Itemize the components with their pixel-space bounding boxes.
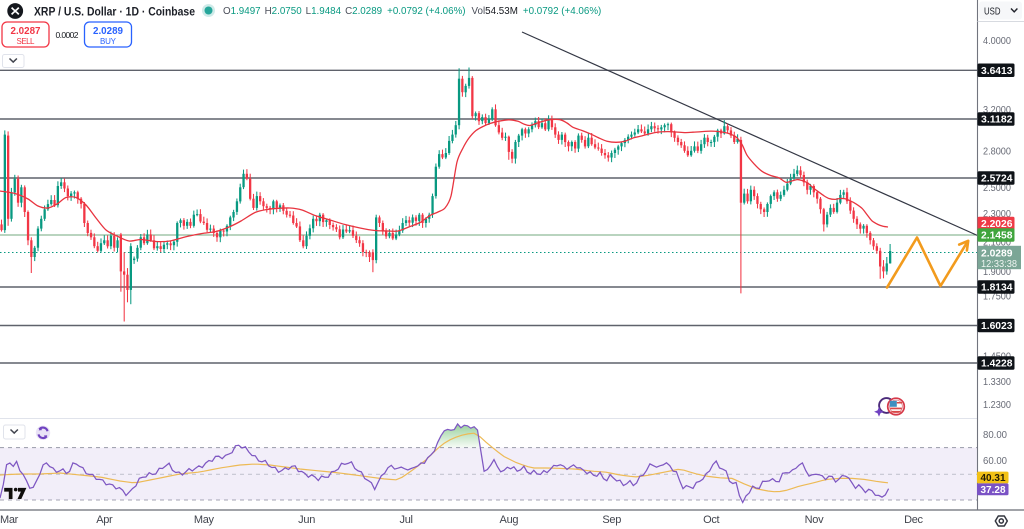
svg-text:40.31: 40.31 — [981, 472, 1006, 484]
svg-text:2.0289: 2.0289 — [981, 247, 1013, 259]
svg-text:2.5000: 2.5000 — [983, 182, 1011, 194]
svg-text:60.00: 60.00 — [983, 455, 1007, 467]
svg-text:1.4228: 1.4228 — [981, 358, 1013, 370]
svg-text:Aug: Aug — [500, 514, 519, 526]
svg-text:0.0002: 0.0002 — [56, 30, 79, 40]
svg-text:1.6023: 1.6023 — [981, 320, 1013, 332]
svg-text:Jun: Jun — [298, 514, 315, 526]
svg-text:4.0000: 4.0000 — [983, 35, 1011, 47]
svg-text:2.5724: 2.5724 — [981, 173, 1013, 185]
svg-text:1.2300: 1.2300 — [983, 399, 1011, 411]
svg-text:2.2026: 2.2026 — [981, 218, 1013, 230]
svg-text:1.3300: 1.3300 — [983, 376, 1011, 388]
svg-text:May: May — [194, 514, 215, 526]
svg-text:3.1182: 3.1182 — [981, 114, 1013, 126]
svg-text:2.0289: 2.0289 — [93, 25, 123, 37]
svg-text:Sep: Sep — [602, 514, 621, 526]
svg-text:2.8000: 2.8000 — [983, 146, 1011, 158]
svg-text:2.0287: 2.0287 — [11, 25, 41, 37]
svg-text:12:33:38: 12:33:38 — [981, 259, 1017, 270]
svg-text:3.6413: 3.6413 — [981, 65, 1013, 77]
svg-text:Oct: Oct — [703, 514, 719, 526]
svg-text:Jul: Jul — [400, 514, 413, 526]
svg-text:SELL: SELL — [17, 37, 36, 46]
svg-text:USD: USD — [984, 6, 1001, 17]
svg-text:80.00: 80.00 — [983, 429, 1007, 441]
svg-text:Nov: Nov — [805, 514, 824, 526]
svg-text:XRP / U.S. Dollar · 1D · Coinb: XRP / U.S. Dollar · 1D · Coinbase — [34, 4, 195, 18]
svg-text:BUY: BUY — [100, 37, 117, 46]
svg-text:Apr: Apr — [96, 514, 113, 526]
svg-text:Mar: Mar — [0, 514, 19, 526]
svg-text:Dec: Dec — [904, 514, 923, 526]
svg-text:1.8134: 1.8134 — [981, 282, 1013, 294]
svg-text:37.28: 37.28 — [981, 484, 1006, 496]
svg-text:2.1458: 2.1458 — [981, 230, 1013, 242]
